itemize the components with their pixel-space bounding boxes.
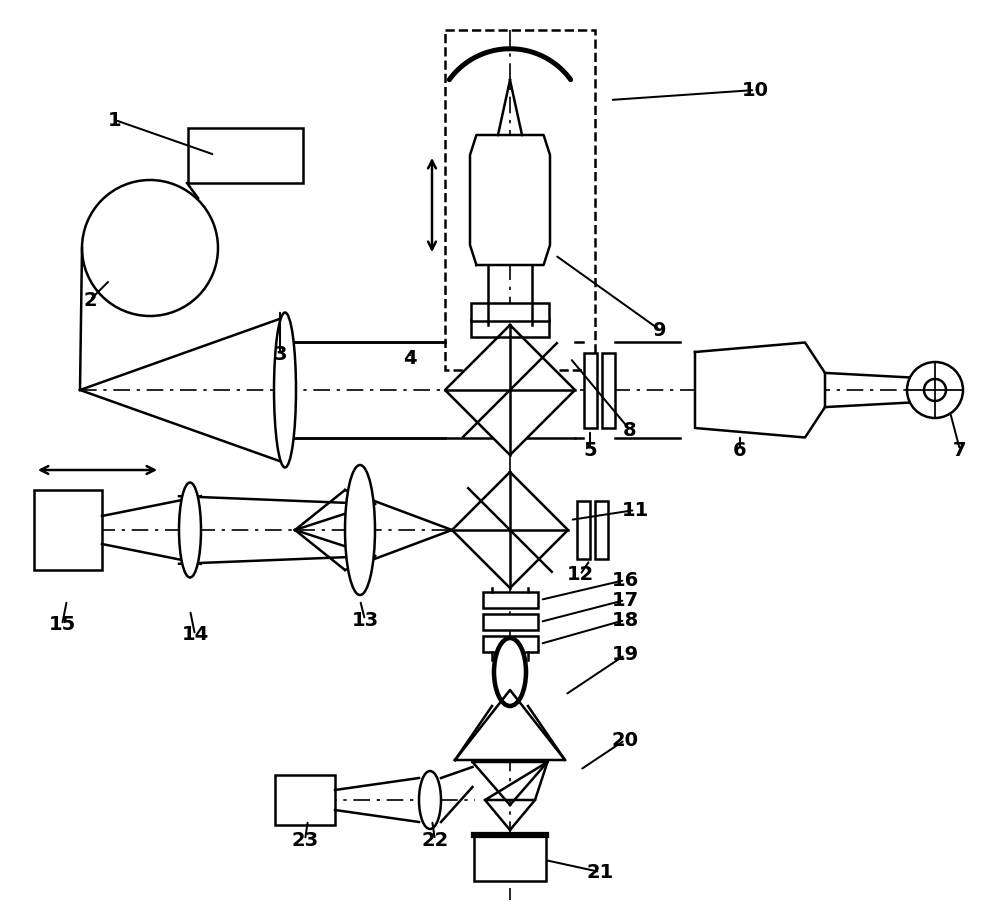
Text: 14: 14 [181,625,209,644]
Bar [584,353,596,428]
Text: 13: 13 [351,611,379,630]
Text: 17: 17 [611,590,639,610]
Ellipse shape [419,771,441,829]
Polygon shape [695,343,825,438]
Circle shape [924,379,946,401]
Text: 11: 11 [621,501,649,519]
Text: 10: 10 [742,80,768,100]
Text: 1: 1 [108,111,122,130]
Text: 4: 4 [403,348,417,367]
Text: 3: 3 [273,345,287,365]
Text: 20: 20 [612,730,639,749]
Bar [34,490,102,570]
Bar [188,127,302,183]
Bar [482,614,538,630]
Polygon shape [470,135,550,265]
Text: 5: 5 [583,441,597,460]
Polygon shape [473,762,548,800]
Text: 23: 23 [291,831,319,849]
Bar [474,835,546,880]
Text: 7: 7 [953,441,967,460]
Bar [482,592,538,608]
Text: 12: 12 [566,566,594,584]
Text: 19: 19 [611,645,639,664]
Text: 8: 8 [623,420,637,440]
Ellipse shape [274,313,296,467]
Ellipse shape [179,483,201,578]
Ellipse shape [494,638,526,706]
Bar [594,501,608,559]
Bar [471,303,549,321]
Text: 9: 9 [653,321,667,339]
Polygon shape [452,472,568,588]
Bar [576,501,590,559]
Text: 18: 18 [611,611,639,630]
Text: 22: 22 [421,831,449,849]
Polygon shape [455,690,565,760]
Bar [602,353,614,428]
Bar [471,319,549,337]
Text: 16: 16 [611,570,639,590]
Circle shape [907,362,963,418]
Bar [445,30,595,370]
Text: 15: 15 [48,615,76,634]
Ellipse shape [345,465,375,595]
Text: 21: 21 [586,863,614,881]
Text: 2: 2 [83,291,97,310]
Polygon shape [445,325,575,455]
Bar [275,775,335,825]
Text: 6: 6 [733,441,747,460]
Bar [482,636,538,652]
